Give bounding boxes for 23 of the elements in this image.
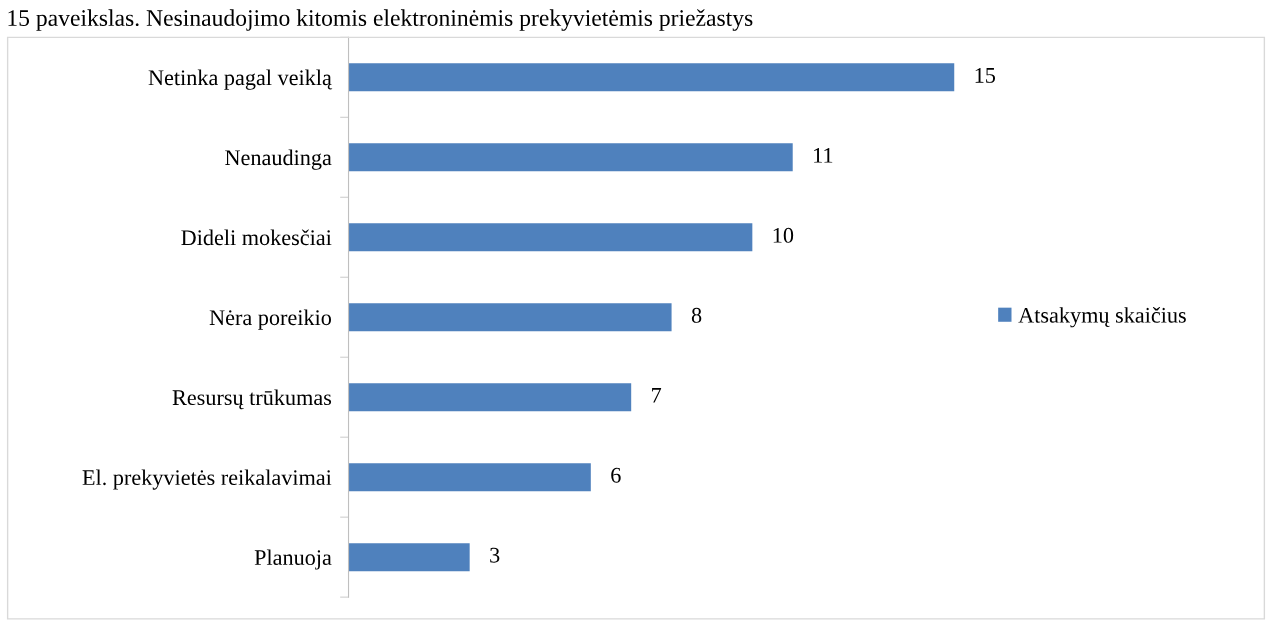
chart-title: 15 paveikslas. Nesinaudojimo kitomis elektroninėmis prekyvietėmis priežastys xyxy=(8,9,753,31)
bar xyxy=(348,463,591,492)
data-label: 3 xyxy=(490,547,500,563)
data-label: 8 xyxy=(691,307,702,323)
data-label: 15 xyxy=(975,67,996,83)
bar xyxy=(348,303,672,332)
bar xyxy=(348,383,632,412)
data-label: 11 xyxy=(814,147,833,163)
data-label: 7 xyxy=(652,387,662,403)
y-tick-label: Planuoja xyxy=(254,549,332,570)
y-tick-label: Nėra poreikio xyxy=(209,309,332,330)
legend-label: Atsakymų skaičius xyxy=(1018,307,1186,328)
data-label: 6 xyxy=(611,467,621,483)
y-tick-label: Resursų trūkumas xyxy=(172,389,332,410)
y-tick-label: Dideli mokesčiai xyxy=(181,229,332,246)
data-label: 10 xyxy=(773,227,794,243)
bar xyxy=(348,543,470,572)
bar xyxy=(348,223,753,252)
y-tick-label: Nenaudinga xyxy=(225,149,332,170)
y-tick-label: Netinka pagal veiklą xyxy=(148,69,333,90)
bar xyxy=(348,63,955,92)
bar xyxy=(348,143,793,172)
y-tick-label: El. prekyvietės reikalavimai xyxy=(82,469,332,490)
